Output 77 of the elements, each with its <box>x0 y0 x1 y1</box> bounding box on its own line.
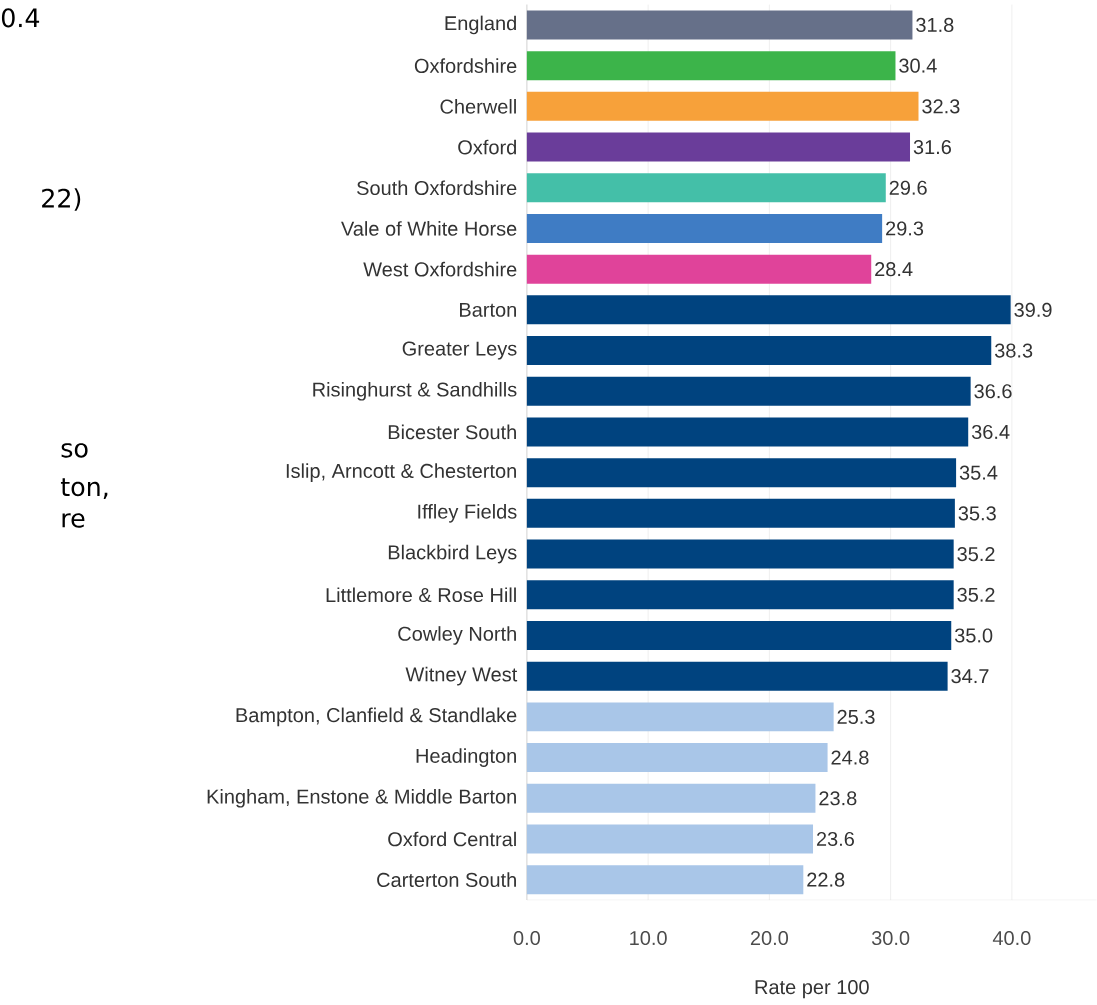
data-label: 25.3 <box>837 709 875 725</box>
bar <box>526 865 804 895</box>
data-label: 35.4 <box>959 465 998 480</box>
x-tick-label: 40.0 <box>992 931 1031 946</box>
data-label: 35.2 <box>957 587 995 602</box>
bar <box>526 661 948 691</box>
bar <box>526 132 911 162</box>
data-label: 28.4 <box>875 262 913 277</box>
bar <box>526 458 957 488</box>
bar <box>526 10 913 40</box>
data-label: 23.6 <box>816 831 854 847</box>
bar <box>526 295 1011 325</box>
y-tick-label: Bicester South <box>388 424 516 440</box>
data-label: 22.8 <box>807 872 845 887</box>
y-tick-label: Oxford <box>458 139 516 155</box>
y-tick-label: Bampton, Clanfield & Standlake <box>236 707 517 727</box>
bar <box>526 580 954 610</box>
text: 0.4 <box>1 8 40 28</box>
bar <box>526 498 955 528</box>
y-tick-label: Islip, Arncott & Chesterton <box>286 463 516 483</box>
y-tick-label: Blackbird Leys <box>388 544 517 564</box>
data-label: 36.6 <box>974 384 1012 399</box>
y-tick-label: Oxfordshire <box>414 58 517 74</box>
data-label: 35.3 <box>958 506 996 521</box>
x-tick-label: 0.0 <box>513 931 540 946</box>
bar <box>526 702 834 732</box>
y-tick-label: Vale of White Horse <box>341 221 517 236</box>
bar <box>526 621 952 651</box>
y-tick-label: Risinghurst & Sandhills <box>313 382 517 401</box>
y-tick-label: Greater Leys <box>402 341 517 360</box>
bar <box>526 539 954 569</box>
bar <box>526 336 992 366</box>
text: re <box>62 513 85 528</box>
y-tick-label: Barton <box>460 302 516 317</box>
bar <box>526 824 814 854</box>
bar <box>526 214 883 244</box>
y-tick-label: Witney West <box>405 666 518 686</box>
data-label: 24.8 <box>831 750 869 765</box>
data-label: 32.3 <box>922 99 960 114</box>
text: ton, <box>60 478 108 499</box>
data-label: 34.7 <box>951 669 989 684</box>
y-tick-label: Cherwell <box>440 99 516 114</box>
y-tick-label: Kingham, Enstone & Middle Barton <box>207 789 516 808</box>
bar <box>526 417 969 447</box>
x-tick-label: 20.0 <box>750 931 789 946</box>
data-label: 35.2 <box>957 547 995 562</box>
y-tick-label: Littlemore & Rose Hill <box>326 587 516 603</box>
bar <box>526 173 886 203</box>
x-tick-label: 10.0 <box>630 931 667 946</box>
data-label: 39.9 <box>1014 302 1052 318</box>
y-tick-label: England <box>445 15 516 35</box>
bar <box>526 51 896 81</box>
y-tick-label: West Oxfordshire <box>363 261 517 277</box>
data-label: 31.8 <box>916 17 954 33</box>
bar <box>526 376 971 406</box>
y-tick-label: Iffley Fields <box>418 504 517 523</box>
y-tick-label: Carterton South <box>377 872 516 888</box>
text: so <box>61 443 88 458</box>
text: 22) <box>42 188 81 211</box>
data-label: 23.8 <box>819 791 857 806</box>
x-axis-title: Rate per 100 <box>755 980 869 999</box>
y-tick-label: South Oxfordshire <box>357 180 517 196</box>
y-tick-label: Headington <box>416 748 516 767</box>
data-label: 31.6 <box>913 140 951 155</box>
bar <box>526 91 919 121</box>
y-tick-label: Oxford Central <box>388 831 516 847</box>
data-label: 30.4 <box>899 58 937 73</box>
data-label: 29.6 <box>889 180 927 195</box>
data-label: 36.4 <box>971 424 1010 440</box>
y-tick-label: Cowley North <box>398 626 516 645</box>
bar <box>526 254 872 284</box>
data-label: 29.3 <box>886 221 924 236</box>
x-tick-label: 30.0 <box>871 931 910 946</box>
data-label: 35.0 <box>954 628 993 643</box>
bar <box>526 743 828 773</box>
bar <box>526 783 816 813</box>
data-label: 38.3 <box>994 343 1033 358</box>
